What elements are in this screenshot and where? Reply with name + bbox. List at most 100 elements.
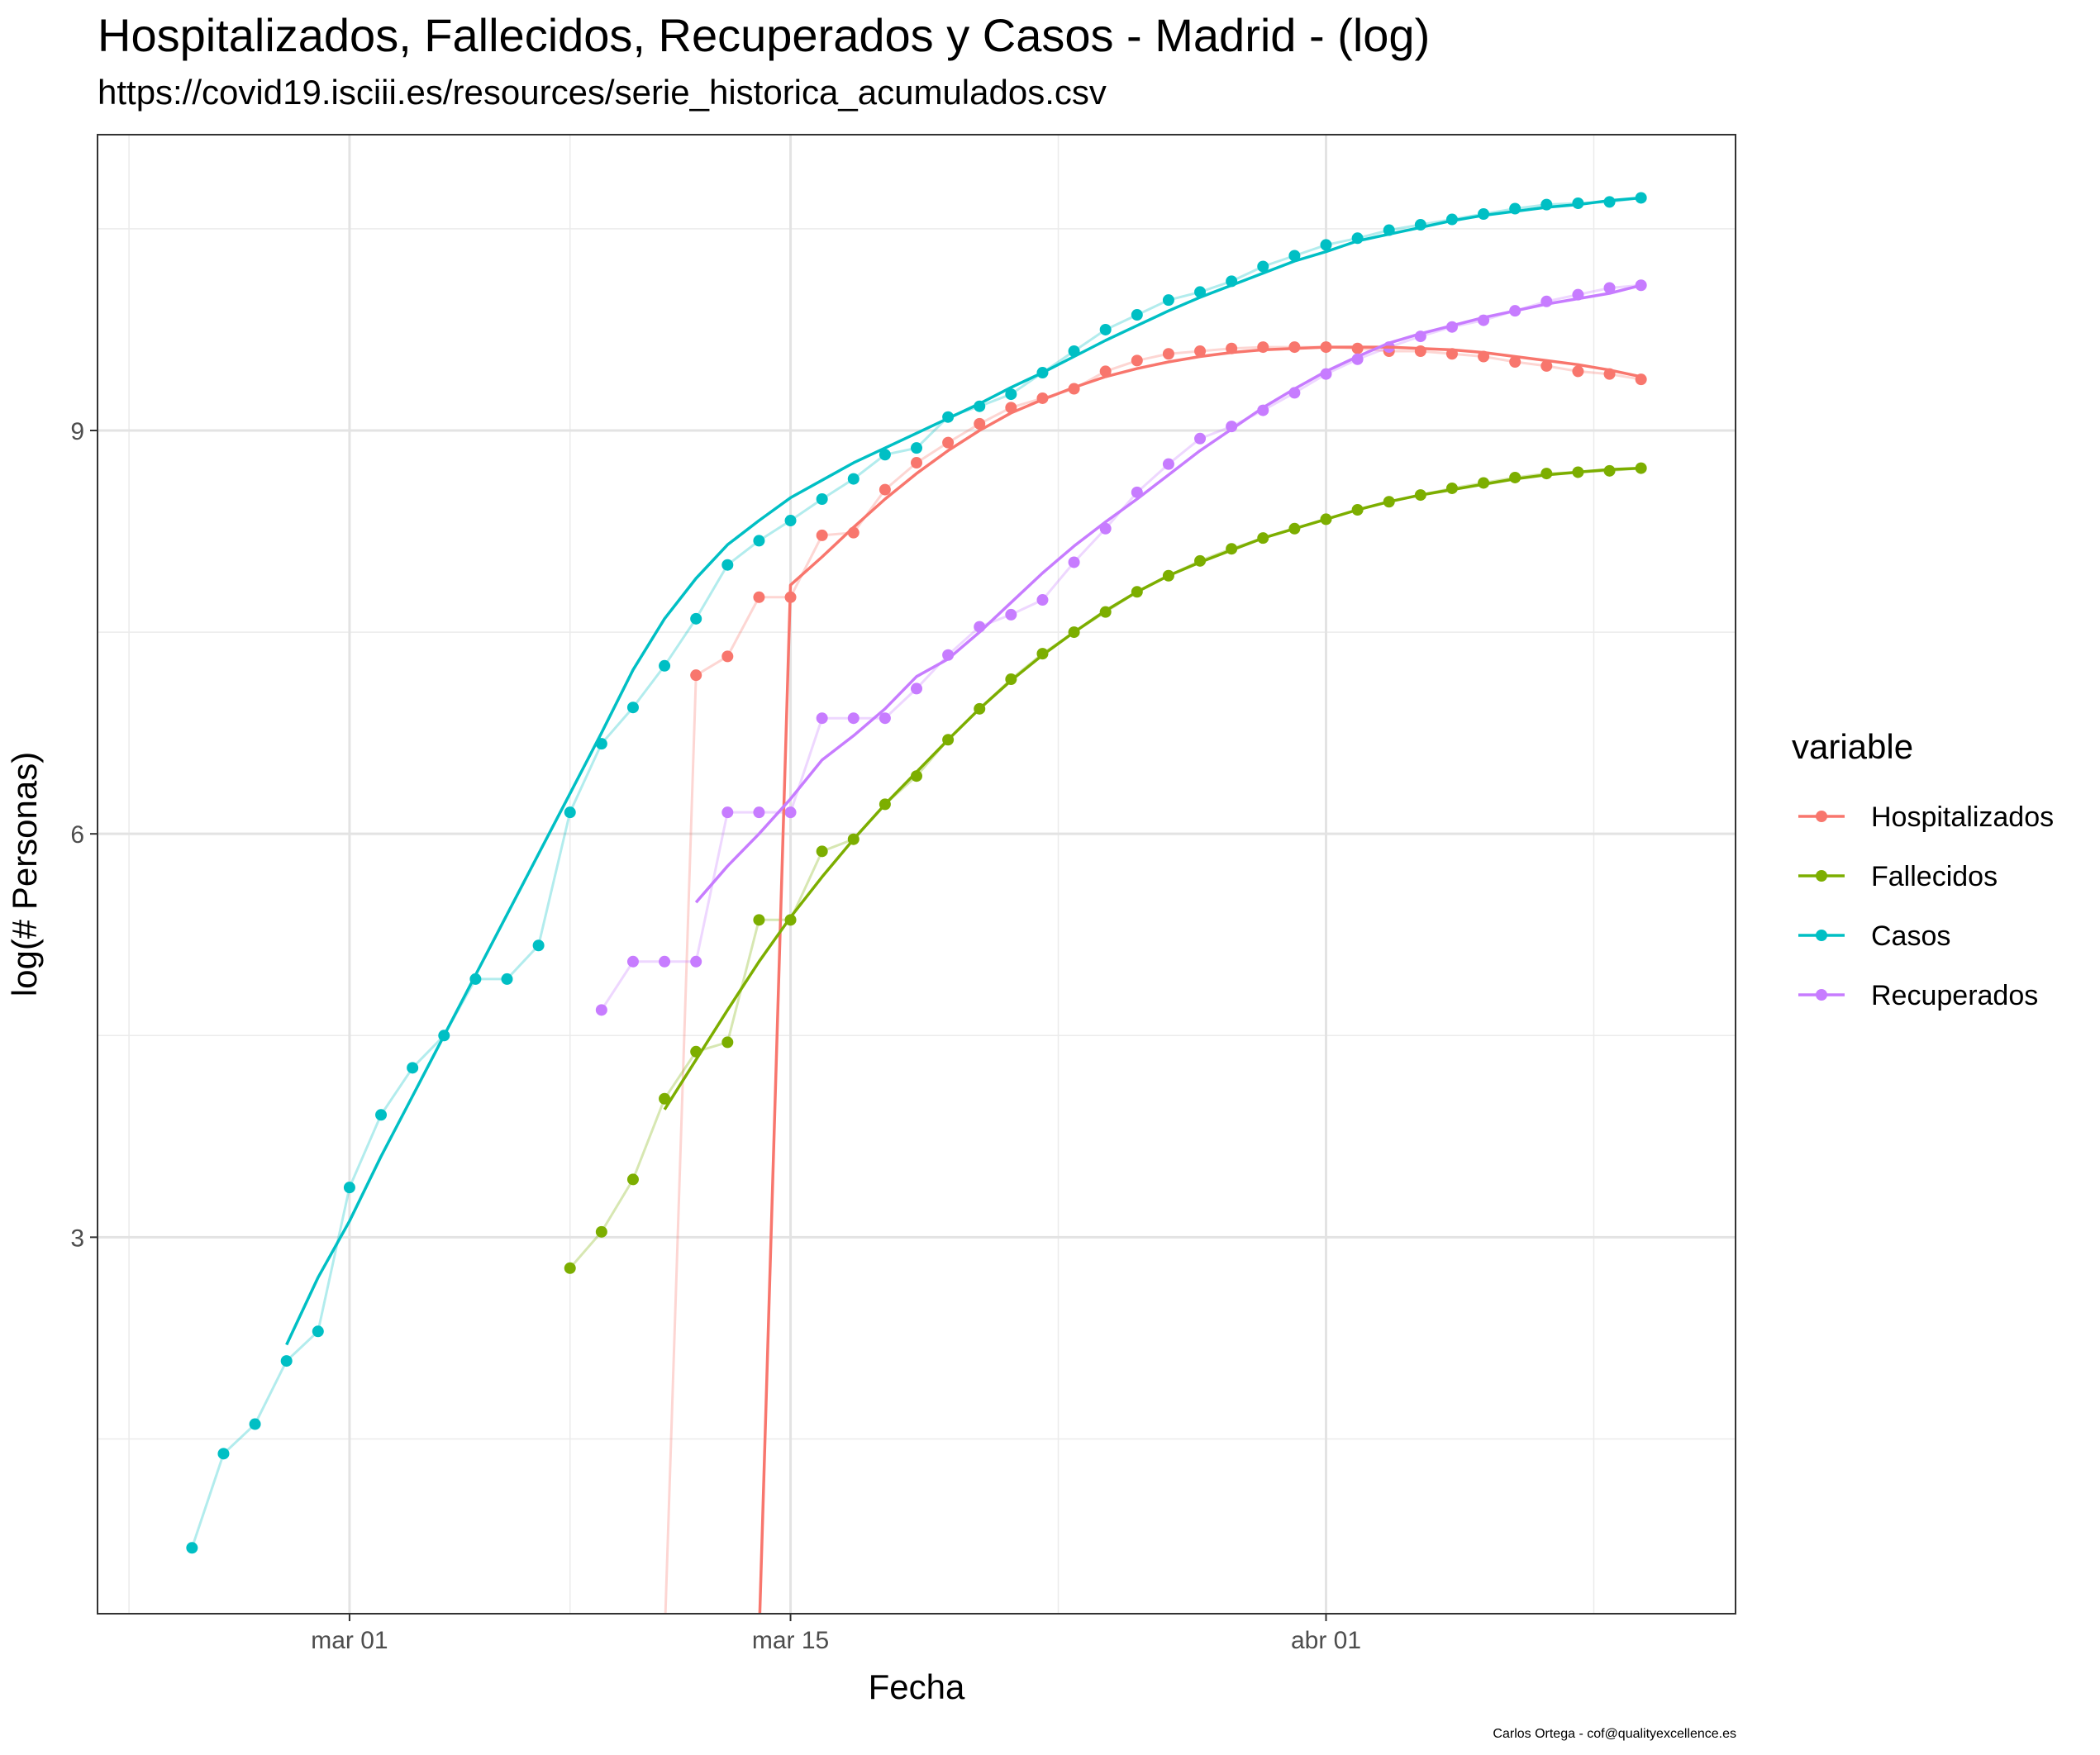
data-point-casos: [1288, 250, 1301, 262]
data-point-fallecidos: [564, 1262, 576, 1274]
chart-subtitle: https://covid19.isciii.es/resources/seri…: [98, 73, 1107, 112]
chart-title: Hospitalizados, Fallecidos, Recuperados …: [98, 9, 1431, 61]
legend: variable Hospitalizados Fallecidos Casos Re…: [1792, 727, 2054, 1011]
data-point-casos: [249, 1418, 261, 1430]
data-point-casos: [690, 612, 702, 625]
data-point-casos: [1099, 323, 1112, 335]
data-point-casos: [1257, 260, 1269, 273]
data-point-casos: [564, 806, 576, 819]
data-point-hospitalizados: [659, 1635, 670, 1647]
y-tick-label: 6: [70, 821, 84, 849]
data-point-hospitalizados: [879, 483, 891, 496]
data-point-recuperados: [753, 806, 765, 819]
data-point-hospitalizados: [1099, 365, 1112, 378]
legend-label-hospitalizados: Hospitalizados: [1871, 801, 2054, 833]
data-point-recuperados: [1036, 594, 1049, 606]
data-point-hospitalizados: [1131, 354, 1143, 367]
data-point-hospitalizados: [721, 650, 734, 663]
data-point-casos: [911, 442, 922, 454]
data-point-hospitalizados: [1572, 365, 1584, 378]
legend-key-point-recuperados: [1816, 989, 1827, 1001]
data-point-fallecidos: [816, 845, 828, 858]
data-point-hospitalizados: [974, 417, 986, 430]
data-point-casos: [1131, 309, 1143, 321]
series-layer: [186, 192, 1647, 1647]
chart-caption: Carlos Ortega - cof@qualityexcellence.es: [1493, 1727, 1736, 1741]
data-point-recuperados: [784, 806, 797, 819]
legend-label-recuperados: Recuperados: [1871, 980, 2038, 1011]
x-tick-label: mar 01: [311, 1627, 388, 1654]
data-point-hospitalizados: [627, 1635, 639, 1647]
series-trend-line-casos: [285, 196, 1641, 1346]
data-point-casos: [659, 659, 671, 672]
data-point-casos: [375, 1109, 388, 1121]
data-point-casos: [343, 1182, 355, 1194]
data-point-casos: [1162, 294, 1174, 307]
data-point-casos: [532, 939, 545, 952]
x-axis-label: Fecha: [869, 1667, 965, 1706]
data-point-casos: [784, 515, 797, 527]
y-axis-label: log(# Personas): [5, 752, 44, 996]
legend-key-point-fallecidos: [1816, 870, 1827, 882]
data-point-fallecidos: [626, 1173, 639, 1186]
legend-key-point-hospitalizados: [1816, 811, 1827, 822]
data-point-recuperados: [690, 955, 702, 968]
data-point-recuperados: [626, 955, 639, 968]
data-point-casos: [407, 1062, 419, 1074]
data-point-recuperados: [1603, 282, 1616, 294]
data-point-casos: [217, 1448, 230, 1460]
data-point-recuperados: [595, 1004, 607, 1016]
data-point-casos: [186, 1542, 198, 1554]
data-point-fallecidos: [721, 1036, 734, 1049]
data-point-hospitalizados: [753, 591, 765, 603]
series-raw-line-recuperados: [600, 283, 1641, 1011]
legend-label-casos: Casos: [1871, 920, 1950, 952]
x-tick-label: mar 15: [752, 1627, 829, 1654]
data-point-recuperados: [1162, 458, 1174, 470]
legend-key-point-casos: [1816, 930, 1827, 941]
legend-title: variable: [1792, 727, 1913, 766]
data-point-hospitalizados: [942, 436, 955, 449]
panel-border: [97, 134, 1736, 1615]
series-trend-line-fallecidos: [663, 466, 1641, 1111]
data-point-recuperados: [1194, 432, 1207, 445]
data-point-hospitalizados: [1540, 359, 1553, 372]
series-trend-line-recuperados: [694, 283, 1642, 904]
data-point-casos: [1005, 388, 1017, 401]
data-point-fallecidos: [595, 1225, 607, 1238]
data-point-recuperados: [721, 806, 734, 819]
series-raw-line-fallecidos: [569, 467, 1641, 1269]
data-point-hospitalizados: [1509, 356, 1521, 369]
data-point-casos: [879, 449, 891, 461]
data-point-casos: [847, 473, 860, 485]
data-point-fallecidos: [659, 1092, 671, 1105]
y-tick-label: 9: [70, 418, 84, 445]
data-point-recuperados: [1005, 608, 1017, 621]
y-tick-label: 3: [70, 1225, 84, 1252]
series-trend-line-hospitalizados: [758, 345, 1642, 1614]
series-raw-line-hospitalizados: [664, 345, 1641, 1614]
data-point-recuperados: [879, 712, 891, 725]
x-tick-label: abr 01: [1291, 1627, 1361, 1654]
axes: mar 01 mar 15 abr 01 3 6 9: [70, 418, 1361, 1654]
data-point-recuperados: [816, 712, 828, 725]
data-point-recuperados: [911, 682, 922, 695]
legend-label-fallecidos: Fallecidos: [1871, 861, 1998, 892]
data-point-casos: [721, 559, 734, 571]
data-point-recuperados: [659, 955, 671, 968]
data-point-casos: [280, 1355, 293, 1367]
data-point-casos: [312, 1325, 324, 1338]
data-point-casos: [626, 702, 639, 714]
data-point-casos: [753, 535, 765, 547]
data-point-hospitalizados: [911, 457, 922, 469]
data-point-recuperados: [1226, 421, 1238, 433]
data-point-fallecidos: [753, 914, 765, 926]
series-raw-line-casos: [190, 197, 1641, 1548]
data-point-casos: [501, 973, 513, 985]
data-point-hospitalizados: [1162, 348, 1174, 360]
data-point-recuperados: [1068, 556, 1080, 568]
data-point-hospitalizados: [1194, 345, 1207, 357]
data-point-hospitalizados: [816, 529, 828, 541]
data-point-hospitalizados: [690, 669, 702, 682]
